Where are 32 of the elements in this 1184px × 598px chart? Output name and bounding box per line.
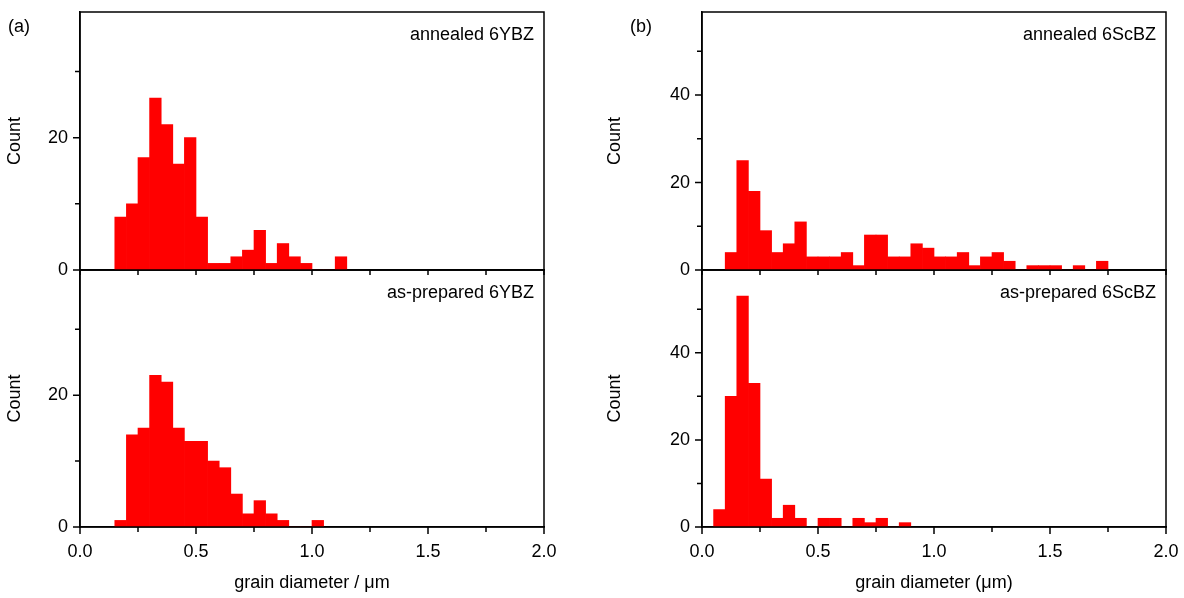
x-tick-label: 0.0 bbox=[67, 540, 93, 561]
x-tick-label: 2.0 bbox=[1153, 540, 1179, 561]
x-tick-label: 2.0 bbox=[531, 540, 557, 561]
annotation: as-prepared 6ScBZ bbox=[999, 281, 1156, 302]
y-axis-title: Count bbox=[603, 374, 624, 423]
y-tick-label: 0 bbox=[57, 258, 68, 279]
y-tick-label: 20 bbox=[669, 171, 690, 192]
x-tick-label: 1.5 bbox=[415, 540, 441, 561]
y-tick-label: 20 bbox=[47, 384, 68, 405]
y-tick-label: 40 bbox=[669, 341, 690, 362]
y-tick-label: 0 bbox=[57, 515, 68, 536]
x-tick-label: 1.5 bbox=[1037, 540, 1063, 561]
y-axis-title: Count bbox=[3, 116, 24, 166]
y-tick-label: 0 bbox=[679, 258, 690, 279]
x-tick-label: 0.5 bbox=[183, 540, 209, 561]
x-tick-label: 1.0 bbox=[299, 540, 325, 561]
y-tick-label: 20 bbox=[669, 428, 690, 449]
y-tick-label: 40 bbox=[669, 84, 690, 105]
x-axis-title: grain diameter / μm bbox=[234, 572, 390, 593]
chart-title: (b) bbox=[630, 15, 652, 36]
x-tick-label: 0.0 bbox=[689, 540, 715, 561]
x-axis-title: grain diameter (μm) bbox=[855, 572, 1013, 593]
y-tick-label: 0 bbox=[679, 515, 690, 536]
chart-title: (a) bbox=[8, 15, 30, 36]
y-tick-label: 20 bbox=[47, 126, 68, 147]
y-axis-title: Count bbox=[603, 116, 624, 166]
x-tick-label: 1.0 bbox=[921, 540, 947, 561]
annotation: as-prepared 6YBZ bbox=[386, 281, 534, 302]
y-axis-title: Count bbox=[3, 374, 24, 423]
annotation: annealed 6YBZ bbox=[409, 23, 534, 44]
x-tick-label: 0.5 bbox=[805, 540, 831, 561]
annotation: annealed 6ScBZ bbox=[1022, 23, 1156, 44]
